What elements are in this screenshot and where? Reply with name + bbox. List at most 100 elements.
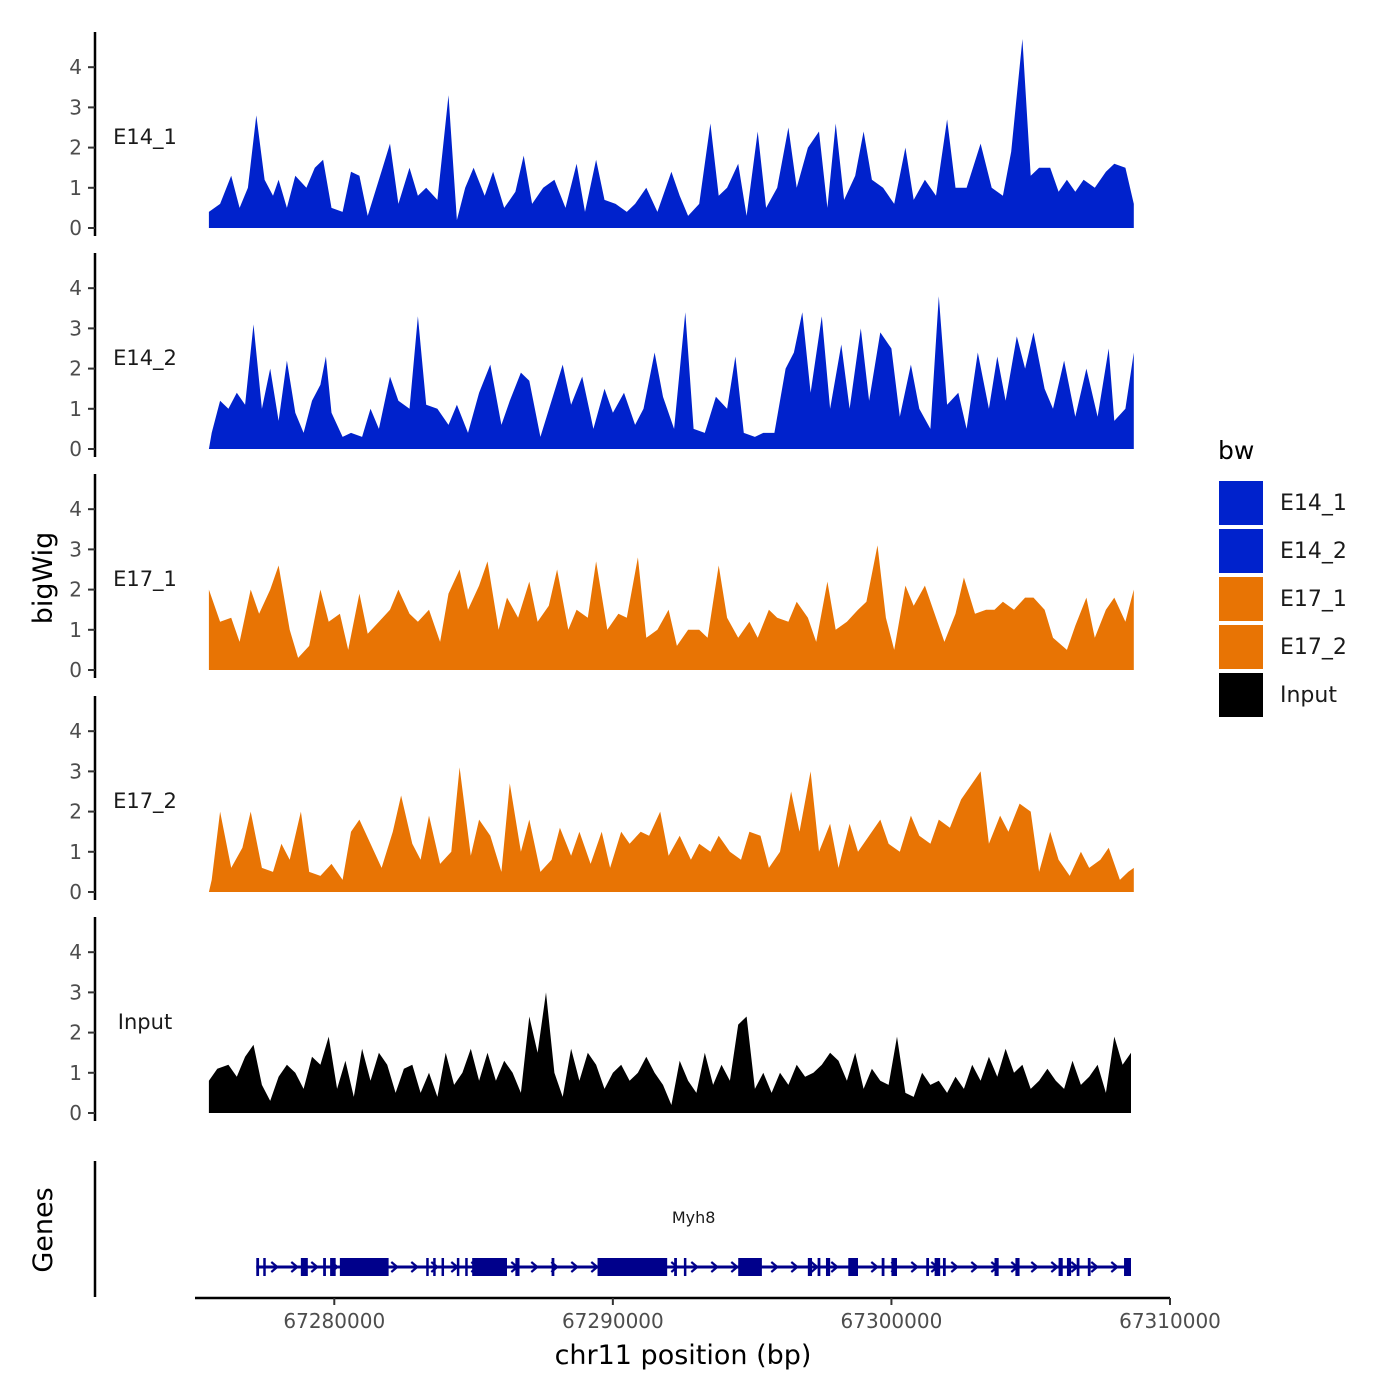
strand-arrow [1110, 1261, 1120, 1273]
gene-exon [426, 1258, 429, 1276]
x-tick-label: 67280000 [283, 1309, 385, 1333]
strand-arrow [290, 1261, 300, 1273]
gene-exon [339, 1258, 389, 1276]
gene-exon [597, 1258, 668, 1276]
y-tick-label: 3 [69, 759, 82, 783]
y-tick-label: 2 [69, 578, 82, 602]
y-tick-label: 3 [69, 980, 82, 1004]
legend: bw E14_1 E14_2 E17_1 E17_2 Input [1218, 436, 1347, 717]
gene-exon [263, 1258, 266, 1276]
y-tick-label: 1 [69, 840, 82, 864]
y-tick-label: 0 [69, 880, 82, 904]
gene-panel: Myh8 [93, 1161, 1131, 1297]
track-e14-1: 0 1 2 3 4 E14_1 [69, 32, 1134, 240]
strand-arrow [690, 1261, 700, 1273]
strand-arrow [1050, 1261, 1060, 1273]
strand-arrow [270, 1261, 280, 1273]
gene-exon [848, 1258, 858, 1276]
track-e17-2: 0 1 2 3 4 E17_2 [69, 696, 1134, 904]
gene-myh8: Myh8 [256, 1208, 1131, 1276]
legend-label-e17-1: E17_1 [1280, 587, 1347, 612]
gene-exon [515, 1258, 520, 1276]
y-tick-label: 4 [69, 719, 82, 743]
y-tick-label: 3 [69, 316, 82, 340]
gene-exon [994, 1258, 999, 1276]
strand-arrow [770, 1261, 780, 1273]
track-label-e14-1: E14_1 [113, 125, 177, 150]
strand-arrow [1090, 1261, 1100, 1273]
legend-label-e14-1: E14_1 [1280, 491, 1347, 516]
gene-exon [433, 1258, 436, 1276]
gene-exon [1058, 1258, 1063, 1276]
track-label-e17-2: E17_2 [113, 789, 177, 814]
y-tick-label: 4 [69, 497, 82, 521]
gene-exon [817, 1258, 821, 1276]
coverage-area-e14-2 [208, 296, 1134, 449]
gene-exon [683, 1258, 687, 1276]
gene-exon [891, 1258, 897, 1276]
strand-arrow [870, 1261, 880, 1273]
strand-arrow [710, 1261, 720, 1273]
strand-arrow [410, 1261, 420, 1273]
strand-arrow [910, 1261, 920, 1273]
y-tick-label: 2 [69, 800, 82, 824]
y-axis-title: bigWig [28, 532, 59, 625]
strand-arrow [310, 1261, 320, 1273]
gene-exon [330, 1258, 336, 1276]
y-tick-label: 0 [69, 216, 82, 240]
y-tick-label: 0 [69, 658, 82, 682]
y-tick-label: 3 [69, 537, 82, 561]
strand-arrow [390, 1261, 400, 1273]
strand-arrow [1030, 1261, 1040, 1273]
x-tick-label: 67290000 [562, 1309, 664, 1333]
y-tick-label: 2 [69, 1021, 82, 1045]
strand-arrow [570, 1261, 580, 1273]
y-tick-label: 4 [69, 55, 82, 79]
gene-exon [1076, 1258, 1080, 1276]
legend-key-input [1219, 673, 1263, 717]
y-tick-label: 2 [69, 136, 82, 160]
legend-title: bw [1218, 436, 1254, 465]
y-tick-label: 1 [69, 176, 82, 200]
y-tick-label: 2 [69, 357, 82, 381]
track-e17-1: 0 1 2 3 4 E17_1 [69, 474, 1134, 682]
gene-exon [926, 1258, 930, 1276]
gene-exon [825, 1258, 831, 1276]
legend-label-input: Input [1280, 683, 1337, 708]
y-tick-label: 1 [69, 397, 82, 421]
strand-arrow [530, 1261, 540, 1273]
x-axis-title: chr11 position (bp) [555, 1340, 812, 1371]
coverage-area-e17-2 [208, 767, 1134, 892]
gene-exon [256, 1258, 260, 1276]
y-tick-label: 1 [69, 1061, 82, 1085]
coverage-area-input [208, 992, 1131, 1113]
gene-exon [472, 1258, 507, 1276]
gene-exon [942, 1258, 946, 1276]
gene-exon [1066, 1258, 1072, 1276]
y-tick-label: 3 [69, 95, 82, 119]
legend-key-e14-2 [1219, 529, 1263, 573]
gene-exon [300, 1258, 308, 1276]
legend-label-e14-2: E14_2 [1280, 539, 1347, 564]
gene-exon [738, 1258, 762, 1276]
genes-panel-title: Genes [28, 1187, 59, 1272]
x-tick-label: 67300000 [841, 1309, 943, 1333]
gene-exon [1087, 1258, 1091, 1276]
legend-key-e14-1 [1219, 481, 1263, 525]
gene-exon [441, 1258, 445, 1276]
gene-exon [456, 1258, 460, 1276]
y-tick-label: 1 [69, 618, 82, 642]
gene-exon [881, 1258, 885, 1276]
strand-arrow [590, 1261, 600, 1273]
track-label-e14-2: E14_2 [113, 346, 177, 371]
strand-arrow [970, 1261, 980, 1273]
gene-exon [323, 1258, 326, 1276]
gene-label-myh8: Myh8 [672, 1208, 716, 1227]
track-input: 0 1 2 3 4 Input [69, 917, 1131, 1125]
y-tick-label: 4 [69, 940, 82, 964]
track-e14-2: 0 1 2 3 4 E14_2 [69, 253, 1134, 461]
track-label-e17-1: E17_1 [113, 567, 177, 592]
strand-arrow [730, 1261, 740, 1273]
strand-arrow [790, 1261, 800, 1273]
